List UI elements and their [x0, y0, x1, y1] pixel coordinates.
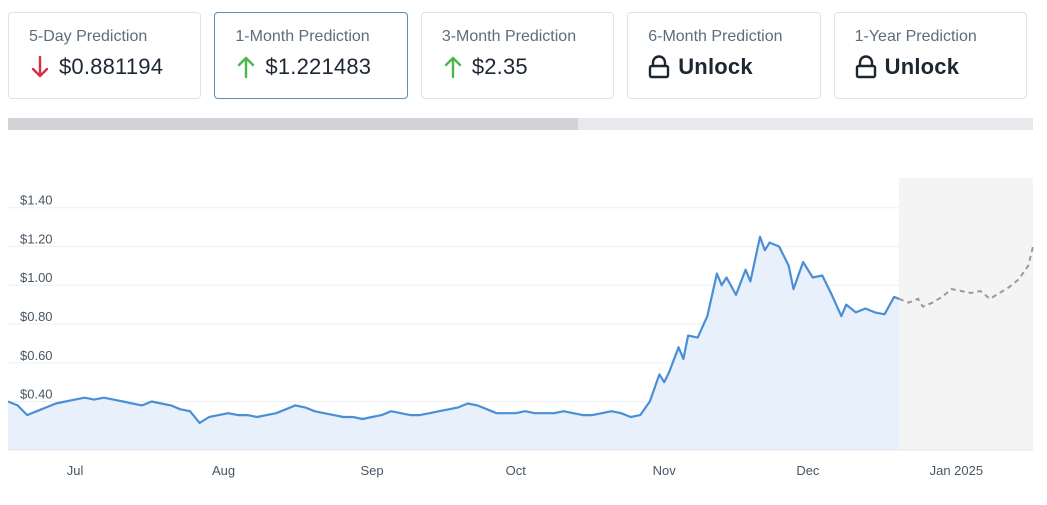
x-tick-label: Jul [67, 463, 84, 478]
prediction-card-3-month[interactable]: 3-Month Prediction $2.35 [420, 12, 615, 99]
historical-price-line [7, 235, 900, 424]
y-tick-label: $1.00 [20, 270, 53, 285]
y-tick-label: $1.40 [20, 193, 53, 208]
prediction-card-label: 6-Month Prediction [648, 28, 783, 45]
y-tick-label: $0.40 [20, 387, 53, 402]
y-tick-label: $1.20 [20, 231, 53, 246]
x-tick-label: Nov [653, 463, 677, 478]
prediction-card-1-month[interactable]: 1-Month Prediction $1.221483 [214, 12, 408, 99]
x-tick-label: Jan 2025 [930, 463, 984, 478]
prediction-card-value: $1.221483 [265, 54, 372, 79]
lock-icon [648, 54, 670, 80]
y-tick-label: $0.60 [20, 348, 53, 363]
arrow-up-icon [442, 54, 464, 80]
prediction-card-6-month[interactable]: 6-Month Prediction Unlock [627, 12, 821, 99]
x-tick-label: Aug [212, 463, 235, 478]
arrow-up-icon [235, 54, 257, 80]
arrow-down-icon [29, 54, 51, 80]
prediction-card-label: 1-Year Prediction [854, 28, 977, 45]
x-tick-label: Oct [506, 463, 527, 478]
prediction-card-label: 5-Day Prediction [29, 28, 148, 45]
unlock-link[interactable]: Unlock [884, 54, 960, 79]
prediction-card-1-year[interactable]: 1-Year Prediction Unlock [833, 12, 1028, 99]
timeline-progress-bar[interactable] [8, 118, 1033, 130]
historical-area [8, 236, 899, 450]
price-chart[interactable]: $0.20$0.40$0.60$0.80$1.00$1.20$1.40JulAu… [0, 170, 1047, 490]
timeline-progress-fill [8, 118, 578, 130]
prediction-card-value: $0.881194 [59, 54, 164, 79]
lock-icon [855, 54, 877, 80]
x-tick-label: Dec [796, 463, 820, 478]
prediction-cards: 5-Day Prediction $0.881194 1-Month Predi… [8, 12, 1028, 99]
forecast-region [898, 178, 1033, 450]
y-tick-label: $0.80 [20, 309, 53, 324]
prediction-card-label: 3-Month Prediction [441, 28, 577, 45]
prediction-card-5-day[interactable]: 5-Day Prediction $0.881194 [8, 12, 202, 99]
unlock-link[interactable]: Unlock [678, 54, 753, 79]
prediction-card-value: $2.35 [471, 54, 528, 79]
x-tick-label: Sep [360, 463, 383, 478]
prediction-card-label: 1-Month Prediction [235, 28, 370, 45]
